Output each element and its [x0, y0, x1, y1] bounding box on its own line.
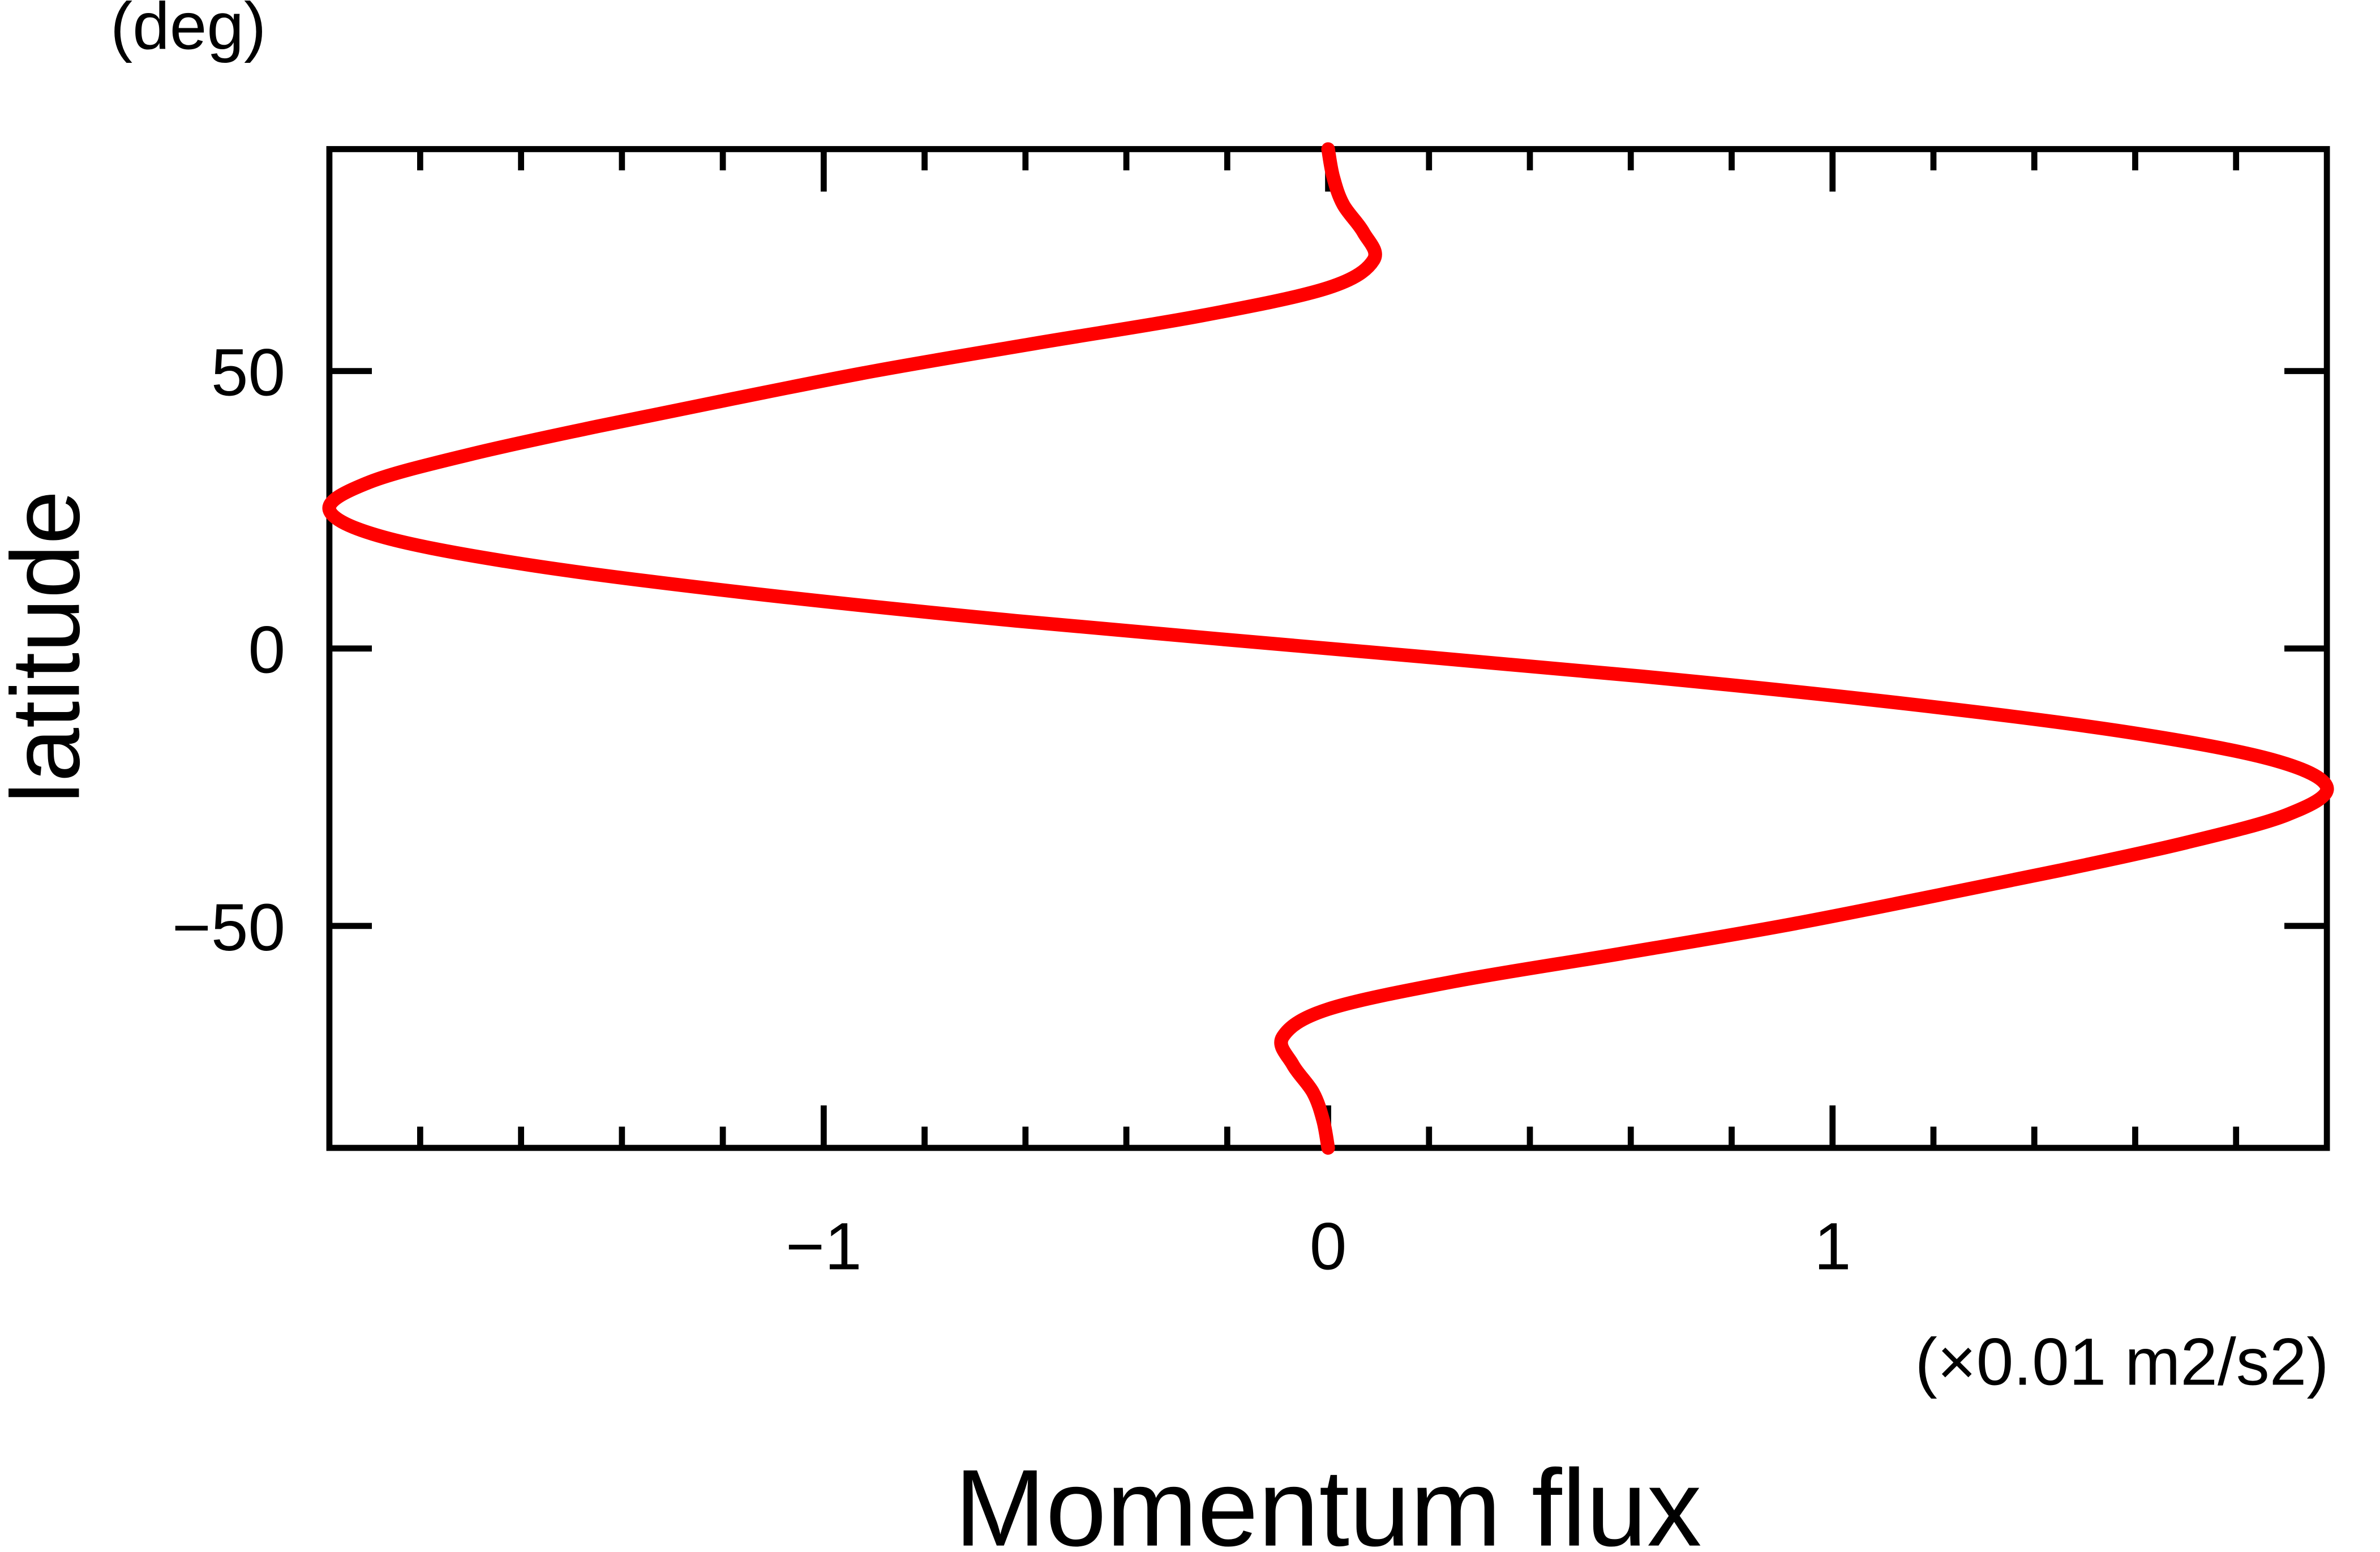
x-tick-label: 1 — [1814, 1210, 1851, 1284]
y-tick-label: 50 — [211, 335, 285, 410]
x-tick-label: 0 — [1310, 1210, 1347, 1284]
y-tick-label: −50 — [172, 890, 285, 965]
data-line — [322, 142, 2334, 1155]
x-unit: (×0.01 m2/s2) — [1915, 1324, 2329, 1399]
y-axis-label: latitude — [0, 490, 100, 803]
x-axis-label: Momentum flux — [955, 1447, 1702, 1552]
y-tick-label: 0 — [248, 613, 286, 688]
x-tick-label: −1 — [786, 1210, 862, 1284]
y-unit: (deg) — [110, 0, 266, 63]
